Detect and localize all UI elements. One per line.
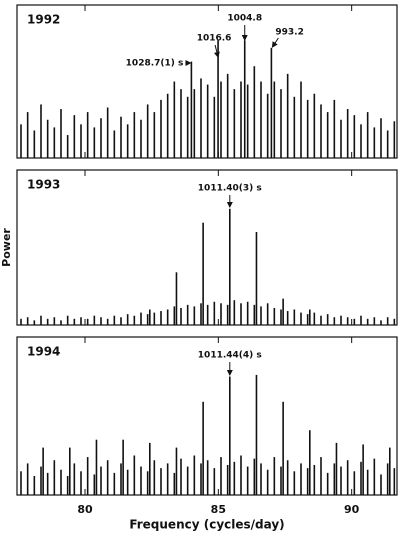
- annotation-arrow: [213, 44, 220, 58]
- x-tick-label: 85: [211, 503, 226, 516]
- x-axis-label: Frequency (cycles/day): [129, 518, 284, 532]
- annotation: 1011.40(3) s: [198, 184, 262, 194]
- annotation: 1016.6: [197, 34, 232, 44]
- y-axis-label: Power: [0, 228, 13, 267]
- annotation: 1011.44(4) s: [198, 351, 262, 361]
- annotation: 993.2: [275, 28, 303, 38]
- x-tick-label: 90: [344, 503, 360, 516]
- panel-title: 1994: [27, 345, 60, 359]
- panel-title: 1992: [27, 13, 60, 27]
- annotation: 1004.8: [227, 14, 262, 24]
- annotation-arrow: [271, 37, 279, 48]
- panel-title: 1993: [27, 178, 60, 192]
- x-tick-label: 80: [77, 503, 93, 516]
- annotation: 1028.7(1) s: [126, 59, 184, 69]
